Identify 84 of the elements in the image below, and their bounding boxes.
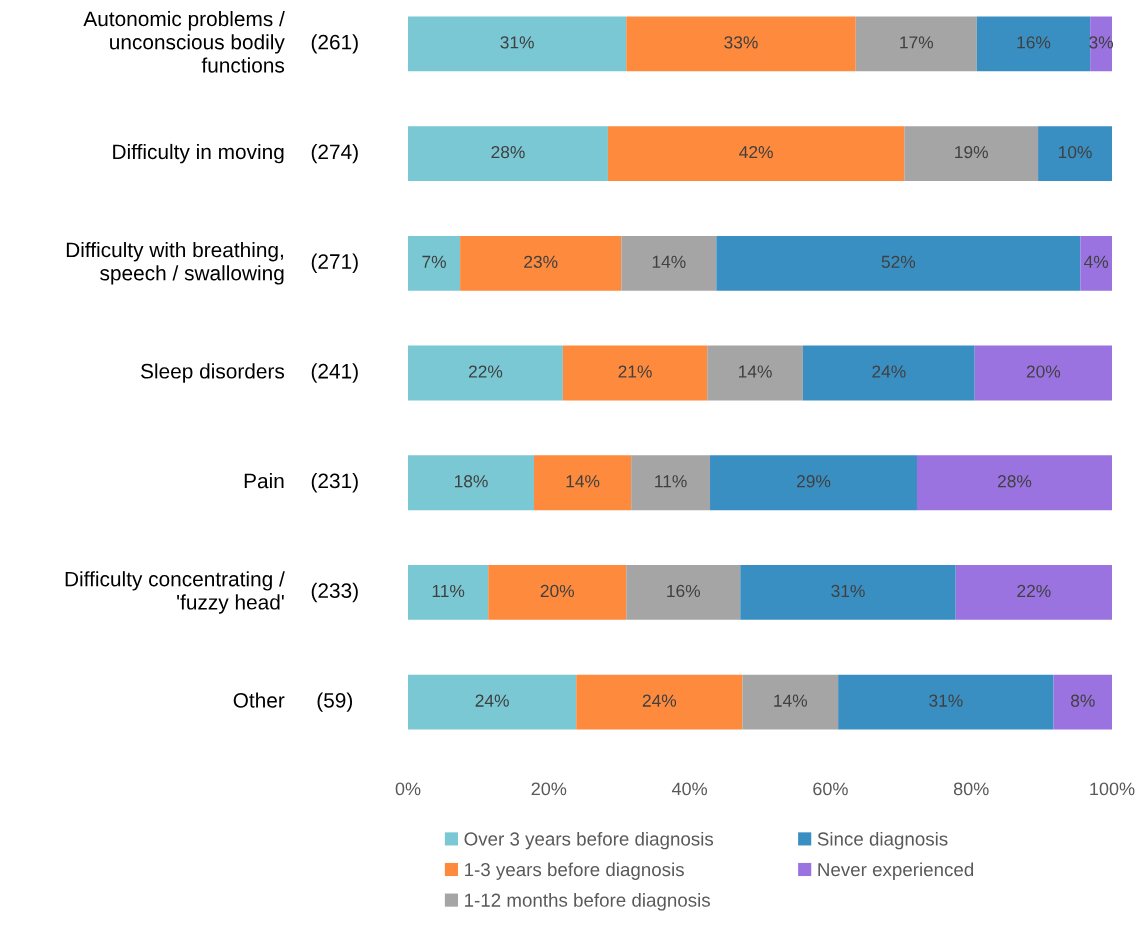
bar (576, 674, 743, 730)
category-label: Sleep disorders (241) (141, 363, 358, 383)
data-label: 52% (881, 255, 916, 268)
bar (710, 455, 917, 511)
x-tick-label: 60% (813, 782, 848, 796)
data-label: 23% (524, 255, 558, 268)
x-tick-label: 40% (671, 782, 708, 796)
legend-label: 1-3 years before diagnosis (465, 862, 684, 880)
bar (408, 455, 535, 511)
data-label: 8% (1070, 694, 1095, 707)
data-label: 10% (1058, 145, 1092, 159)
category-label: Pain (231) (244, 473, 358, 493)
data-label: 20% (1026, 365, 1061, 378)
data-label: 22% (468, 365, 503, 378)
data-label: 31% (831, 584, 865, 598)
data-label: 7% (422, 255, 446, 268)
data-label: 28% (998, 475, 1032, 488)
bar (408, 674, 577, 730)
data-label: 17% (900, 36, 934, 49)
bar (740, 565, 956, 620)
data-label: 16% (1017, 36, 1051, 49)
data-label: 24% (642, 694, 677, 707)
legend-label: Never experienced (818, 862, 974, 880)
bar (621, 235, 717, 291)
bar (631, 455, 711, 511)
bar (534, 455, 632, 511)
data-label: 33% (724, 36, 758, 49)
bar (408, 565, 489, 620)
data-label: 31% (929, 694, 963, 707)
data-label: 16% (667, 584, 701, 598)
bar (742, 674, 839, 730)
bar (716, 235, 1081, 291)
data-label: 14% (774, 694, 808, 707)
data-label: 22% (1017, 584, 1051, 598)
legend-label: 1-12 months before diagnosis (465, 893, 710, 911)
data-label: 14% (652, 255, 686, 268)
bar (488, 565, 627, 620)
bar (1038, 126, 1112, 182)
data-label: 18% (454, 475, 488, 488)
data-label: 19% (955, 145, 988, 159)
bar (1053, 674, 1112, 730)
x-tick-label: 100% (1090, 782, 1135, 796)
x-tick-label: 20% (531, 782, 567, 796)
category-label: Difficulty with breathing, speech / swallowing (271) (66, 242, 358, 285)
data-label: 24% (872, 365, 906, 378)
bar (974, 345, 1112, 401)
bar (707, 345, 803, 401)
data-label: 42% (739, 145, 773, 159)
bar (408, 126, 608, 182)
bar (607, 126, 905, 182)
bar (838, 674, 1054, 730)
data-label: 11% (432, 584, 465, 598)
legend-label: Since diagnosis (817, 831, 948, 850)
bar (976, 16, 1091, 72)
data-label: 4% (1084, 255, 1109, 268)
category-label: Other (59) (233, 692, 353, 712)
bar (916, 455, 1112, 511)
data-label: 21% (618, 365, 652, 378)
bar (626, 16, 856, 72)
bar (904, 126, 1039, 182)
x-tick-label: 0% (395, 782, 421, 796)
bar (408, 345, 563, 401)
bar (460, 235, 622, 291)
data-label: 11% (655, 475, 687, 488)
legend-label: Over 3 years before diagnosis (464, 831, 714, 850)
bar (408, 16, 627, 72)
bar (855, 16, 977, 72)
data-label: 28% (491, 145, 525, 159)
category-label: Difficulty in moving (274) (113, 143, 358, 164)
data-label: 14% (566, 475, 600, 488)
bar (626, 565, 741, 620)
bar (562, 345, 708, 401)
data-label: 31% (500, 36, 534, 49)
data-label: 14% (739, 365, 772, 378)
bar (1080, 235, 1112, 291)
bar (408, 235, 461, 291)
category-label: Autonomic problems / unconscious bodily functions (261) (83, 10, 358, 73)
data-label: 20% (540, 584, 574, 598)
data-label: 29% (797, 475, 831, 488)
category-label: Difficulty concentrating / 'fuzzy head' (233) (65, 571, 358, 614)
bar (802, 345, 975, 401)
data-label: 24% (475, 694, 509, 707)
x-tick-label: 80% (953, 782, 989, 796)
bar (955, 565, 1112, 620)
